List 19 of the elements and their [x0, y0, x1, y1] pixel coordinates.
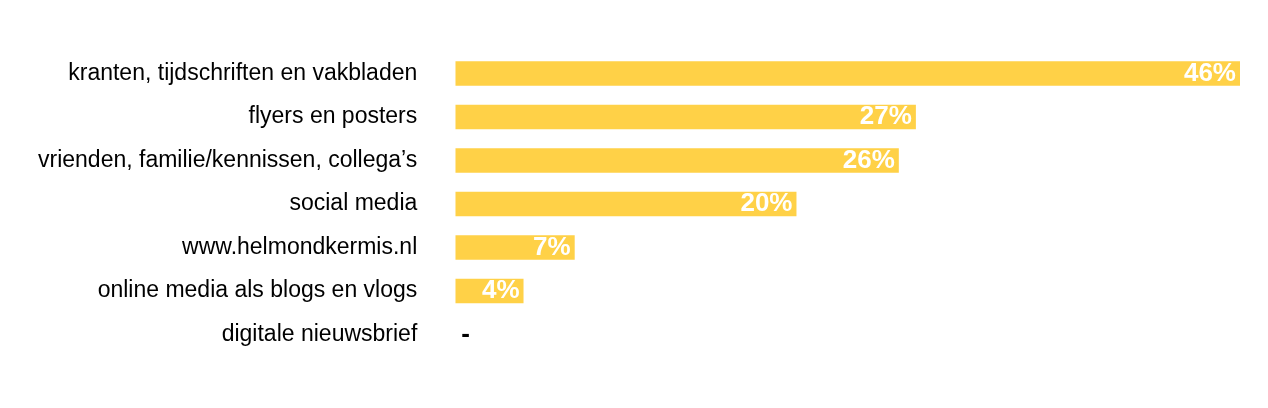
data-label: 4% — [481, 274, 520, 305]
y-tick-label: flyers en posters — [248, 102, 418, 129]
data-label: 27% — [859, 100, 912, 131]
bar — [455, 104, 916, 130]
data-label: 26% — [842, 143, 895, 174]
data-label: 7% — [533, 230, 571, 261]
data-label: 46% — [1183, 56, 1236, 87]
y-tick-label: social media — [289, 189, 418, 216]
text: - — [461, 317, 470, 348]
y-tick-label: www.helmondkermis.nl — [181, 232, 418, 259]
bar — [455, 191, 797, 217]
y-tick-label: digitale nieuwsbrief — [221, 319, 418, 346]
bar — [455, 235, 575, 260]
y-tick-label: kranten, tijdschriften en vakbladen — [68, 58, 418, 85]
bar — [455, 61, 1240, 86]
data-label: 20% — [740, 187, 793, 218]
bar — [455, 148, 899, 173]
y-tick-label: vrienden, familie/kennissen, collega’s — [37, 145, 418, 172]
y-tick-label: online media als blogs en vlogs — [97, 276, 418, 303]
